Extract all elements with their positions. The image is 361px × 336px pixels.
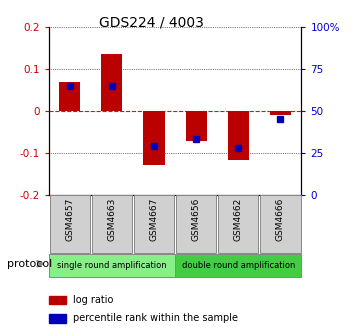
- Text: percentile rank within the sample: percentile rank within the sample: [73, 313, 238, 323]
- FancyBboxPatch shape: [92, 196, 132, 253]
- Bar: [186, 111, 206, 141]
- Text: GDS224 / 4003: GDS224 / 4003: [99, 15, 204, 29]
- Text: GSM4666: GSM4666: [276, 198, 285, 241]
- FancyBboxPatch shape: [49, 254, 175, 277]
- Bar: [101, 54, 122, 111]
- Bar: [49, 314, 66, 323]
- FancyBboxPatch shape: [49, 196, 90, 253]
- FancyBboxPatch shape: [134, 196, 174, 253]
- Text: double round amplification: double round amplification: [182, 261, 295, 270]
- Bar: [270, 111, 291, 115]
- Text: GSM4667: GSM4667: [149, 198, 158, 241]
- Text: GSM4657: GSM4657: [65, 198, 74, 241]
- Bar: [59, 82, 80, 111]
- Text: protocol: protocol: [7, 259, 52, 269]
- Text: single round amplification: single round amplification: [57, 261, 167, 270]
- Text: GSM4663: GSM4663: [108, 198, 116, 241]
- Text: log ratio: log ratio: [73, 295, 113, 305]
- Bar: [144, 111, 165, 166]
- Bar: [228, 111, 249, 161]
- Text: GSM4662: GSM4662: [234, 198, 243, 241]
- FancyBboxPatch shape: [218, 196, 258, 253]
- FancyBboxPatch shape: [260, 196, 301, 253]
- FancyBboxPatch shape: [175, 254, 301, 277]
- Bar: [49, 296, 66, 304]
- FancyBboxPatch shape: [176, 196, 216, 253]
- Text: GSM4656: GSM4656: [192, 198, 201, 241]
